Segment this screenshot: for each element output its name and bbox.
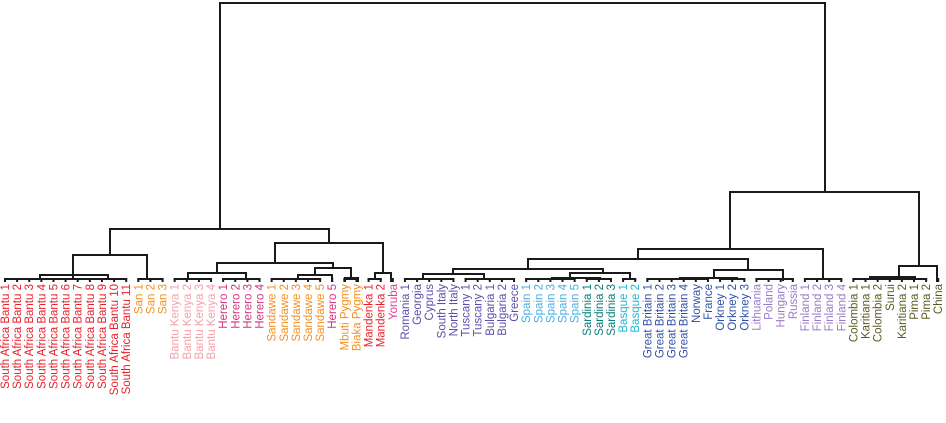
leaf-label: Surui bbox=[885, 284, 897, 311]
leaf-label: South Africa Bantu 11 bbox=[121, 284, 133, 394]
leaf-label: Bantu Kenya 3 bbox=[194, 284, 206, 359]
leaf-label: Finland 2 bbox=[812, 284, 824, 331]
leaf-label: Tuscany 2 bbox=[473, 284, 485, 337]
leaf-label: South Africa Bantu 2 bbox=[12, 284, 24, 389]
leaf-label: Spain 4 bbox=[558, 283, 570, 323]
leaf-label: Russia bbox=[788, 283, 800, 319]
leaf-label: Greece bbox=[509, 284, 521, 322]
leaf-label: Norway bbox=[691, 284, 703, 323]
leaf-label: Lithuania bbox=[751, 283, 763, 330]
leaf-label: Poland bbox=[764, 284, 776, 320]
leaf-label: South Africa Bantu 3 bbox=[24, 284, 36, 389]
leaf-label: Herero 2 bbox=[230, 284, 242, 329]
leaf-label: Colombia 2 bbox=[873, 284, 885, 342]
leaf-label: Yoruba bbox=[388, 283, 400, 320]
leaf-label: Biaka Pygmy bbox=[351, 284, 363, 351]
leaf-label: South Africa Bantu 8 bbox=[85, 284, 97, 389]
leaf-label: Colombia 1 bbox=[848, 284, 860, 342]
leaf-label: Bulgaria 2 bbox=[497, 284, 509, 336]
leaf-label: Karitiana 1 bbox=[861, 284, 873, 339]
leaf-label: Sardinia 1 bbox=[582, 284, 594, 336]
leaf-label: North Italy bbox=[448, 284, 460, 337]
leaf-label: South Africa Bantu 4 bbox=[36, 283, 48, 388]
leaf-label: Bantu Kenya 2 bbox=[182, 284, 194, 359]
leaf-label: Spain 3 bbox=[545, 284, 557, 323]
leaf-label: San 2 bbox=[145, 284, 157, 314]
leaf-label: Finland 1 bbox=[800, 284, 812, 331]
leaf-label: Basque 1 bbox=[618, 284, 630, 333]
leaf-label: Great Britain 3 bbox=[667, 284, 679, 358]
leaf-label: Herero 1 bbox=[218, 284, 230, 329]
leaf-label: South Africa Bantu 6 bbox=[61, 284, 73, 389]
leaf-label: Spain 5 bbox=[570, 284, 582, 323]
leaf-label: Herero 5 bbox=[327, 284, 339, 329]
leaf-label: Spain 2 bbox=[533, 284, 545, 323]
leaf-label: Mbuti Pygmy bbox=[339, 284, 351, 351]
leaf-label: Romania 1 bbox=[400, 284, 412, 340]
leaf-label: France bbox=[703, 284, 715, 320]
leaf-label: Karitiana 2 bbox=[897, 284, 909, 339]
leaf-label: Great Britain 2 bbox=[654, 284, 666, 358]
leaf-label: Spain 1 bbox=[521, 284, 533, 323]
leaf-label: Cyprus bbox=[424, 284, 436, 321]
leaf-label: South Africa Bantu 7 bbox=[73, 284, 85, 389]
leaf-label: San 3 bbox=[158, 284, 170, 314]
leaf-label: Pima 2 bbox=[921, 284, 933, 320]
leaf-label: South Africa Bantu 9 bbox=[97, 284, 109, 389]
dendrogram-branches bbox=[4, 2, 940, 282]
leaf-label: Bulgaria 1 bbox=[485, 284, 497, 336]
leaf-label: Basque 2 bbox=[630, 284, 642, 333]
leaf-label: Orkney 2 bbox=[727, 284, 739, 331]
leaf-label: Herero 4 bbox=[255, 283, 267, 328]
leaf-label: Mandenka 1 bbox=[364, 284, 376, 347]
leaf-label: Tuscany 1 bbox=[461, 284, 473, 337]
leaf-label: Bantu Kenya 4 bbox=[206, 283, 218, 359]
leaf-label: South Africa Bantu 10 bbox=[109, 284, 121, 395]
leaf-label: Sandawe 5 bbox=[315, 284, 327, 342]
leaf-label: Mandenka 2 bbox=[376, 284, 388, 347]
leaf-label: Pima 1 bbox=[909, 284, 921, 320]
leaf-label: Sandawe 3 bbox=[291, 284, 303, 342]
leaf-label: South Italy bbox=[436, 284, 448, 339]
leaf-label: Great Britain 1 bbox=[642, 284, 654, 358]
leaf-label: South Africa Bantu 5 bbox=[48, 284, 60, 389]
leaf-label: Sardinia 3 bbox=[606, 284, 618, 336]
leaf-label: Georgia bbox=[412, 283, 424, 325]
leaf-label: Great Britain 4 bbox=[679, 283, 691, 358]
leaf-label: South Africa Bantu 1 bbox=[0, 284, 12, 389]
leaf-label: Herero 3 bbox=[242, 284, 254, 329]
leaf-label: Orkney 1 bbox=[715, 284, 727, 331]
leaf-label: Finland 3 bbox=[824, 284, 836, 331]
leaf-label: Finland 4 bbox=[836, 283, 848, 331]
leaf-label: Bantu Kenya 1 bbox=[170, 284, 182, 359]
leaf-label: China bbox=[933, 283, 945, 314]
leaf-label: Hungary bbox=[776, 284, 788, 328]
leaf-label: Sandawe 4 bbox=[303, 283, 315, 341]
leaf-label: Orkney 3 bbox=[739, 284, 751, 331]
leaf-label: Sandawe 1 bbox=[267, 284, 279, 342]
leaf-labels: South Africa Bantu 1 South Africa Bantu 2… bbox=[0, 283, 945, 395]
leaf-label: Sandawe 2 bbox=[279, 284, 291, 342]
leaf-label: Sardinia 2 bbox=[594, 284, 606, 336]
leaf-label: San 1 bbox=[133, 284, 145, 314]
